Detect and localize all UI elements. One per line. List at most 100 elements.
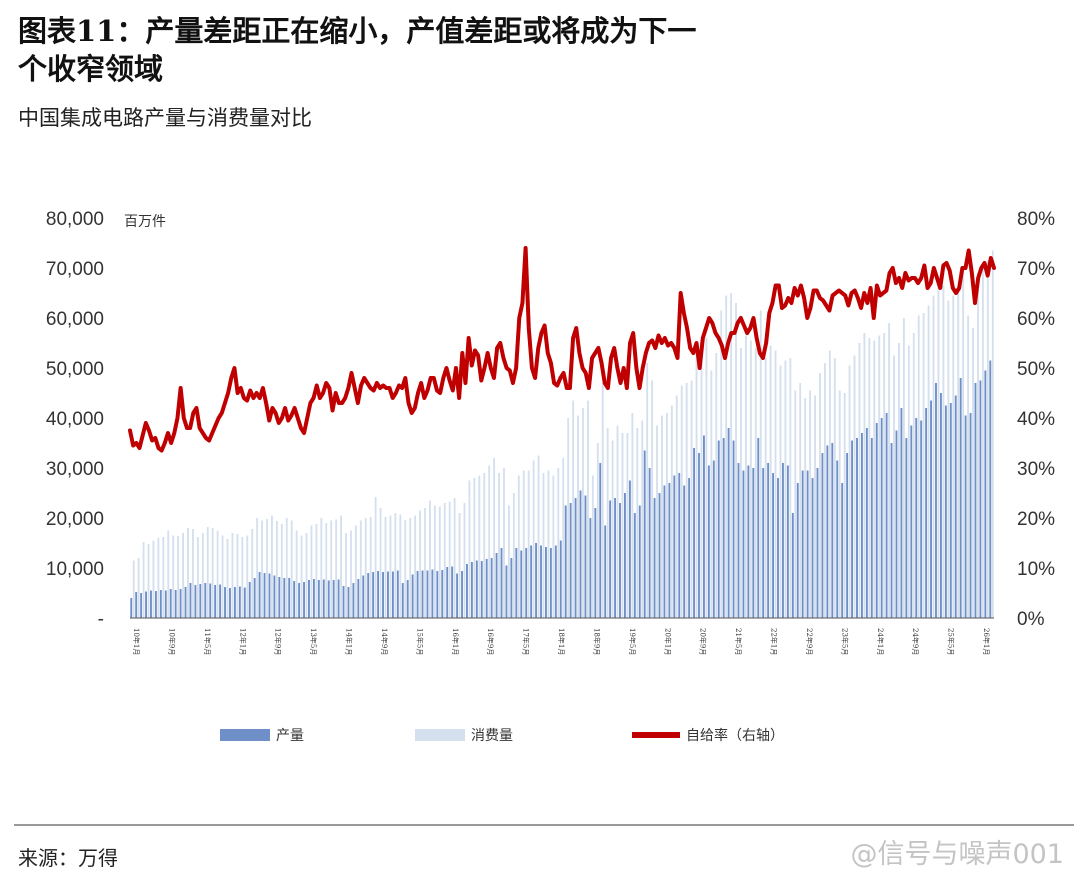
consumption-bar [754,348,757,618]
consumption-bar [320,518,323,618]
production-bar [362,575,365,618]
consumption-bar [256,518,259,618]
consumption-bar [552,475,555,618]
production-bar [204,583,207,618]
consumption-bar [483,473,486,618]
y-right-tick-label: 40% [1017,409,1055,430]
consumption-bar [591,475,594,618]
y-left-tick-label: 80,000 [46,209,104,230]
production-bar [214,585,217,618]
consumption-bar [858,343,861,618]
production-bar [860,433,863,618]
production-bar [584,495,587,618]
production-bar [875,423,878,618]
consumption-bar [453,498,456,618]
production-bar [140,593,143,618]
consumption-bar [142,542,145,618]
consumption-bar [182,533,185,618]
consumption-bar [266,519,268,618]
x-tick-label: 19年5月 [628,628,637,655]
production-bar [238,586,241,618]
consumption-bar [967,315,970,618]
production-bar [515,548,518,618]
production-bar [312,579,315,618]
y-right-tick-label: 70% [1017,259,1055,280]
consumption-bar [873,340,876,618]
consumption-bar [498,473,500,618]
consumption-bar [340,515,343,618]
production-bar [530,545,533,618]
y-right-tick-label: 80% [1017,209,1055,230]
consumption-bar [789,358,792,618]
production-bar [391,571,394,618]
consumption-bar [809,390,812,618]
consumption-bar [685,383,688,618]
production-bar [382,572,384,618]
consumption-bar [542,473,545,618]
consumption-bar [636,428,639,618]
consumption-bar [192,529,194,618]
consumption-bar [651,380,654,618]
production-bar [663,485,666,618]
x-tick-label: 20年9月 [699,628,708,655]
chart-svg: - 10,000 20,000 30,000 40,000 50,000 60,000 70,… [46,209,1055,744]
production-bar [628,480,631,618]
consumption-bar [236,534,239,618]
production-bar [658,493,661,618]
consumption-bar [720,310,723,618]
production-bar [154,591,157,618]
consumption-bar [187,528,189,618]
production-bar [283,578,286,618]
production-bar [811,478,814,618]
production-bar [599,463,602,618]
consumption-bar [616,425,619,618]
consumption-bar [843,393,846,618]
production-bar [179,589,182,618]
chart-subtitle: 中国集成电路产量与消费量对比 [18,106,312,130]
production-bar [421,570,424,618]
x-tick-label: 26年1月 [982,628,991,655]
production-bar [949,403,952,618]
x-tick-label: 10年1月 [132,628,141,655]
production-bar [441,570,444,618]
consumption-bar [527,470,530,618]
production-bar [732,440,735,618]
consumption-bar [330,520,333,618]
production-bar [564,505,567,618]
production-bar [510,558,513,618]
production-bar [885,413,888,618]
consumption-bar [132,560,135,618]
production-bar [446,567,449,618]
consumption-bar [715,353,718,618]
consumption-bar [769,345,772,618]
production-bar [322,579,325,618]
consumption-bar [878,335,881,618]
consumption-bar [399,514,402,618]
consumption-bar [626,433,629,618]
production-bar [347,587,350,618]
consumption-bar [947,300,950,618]
consumption-bar [661,415,663,618]
consumption-bar [641,420,644,618]
consumption-bar [271,515,273,618]
production-bar [500,548,503,618]
production-bar [559,540,562,618]
production-bar [693,448,696,618]
consumption-bar [172,535,175,618]
consumption-bar [937,275,940,618]
consumption-bar [611,440,614,618]
consumption-bar [473,478,476,618]
consumption-bar [241,537,244,618]
production-bar [856,438,858,618]
y-left-tick-label: 20,000 [46,509,104,530]
consumption-bar [409,518,412,618]
production-bar [648,468,651,618]
consumption-bar [251,529,254,618]
x-tick-label: 25年5月 [947,628,956,655]
consumption-bar [443,503,446,618]
consumption-bar [246,535,249,618]
consumption-bar [503,468,505,618]
production-bar [890,443,893,618]
consumption-bar [567,418,570,618]
consumption-bar [596,443,599,618]
